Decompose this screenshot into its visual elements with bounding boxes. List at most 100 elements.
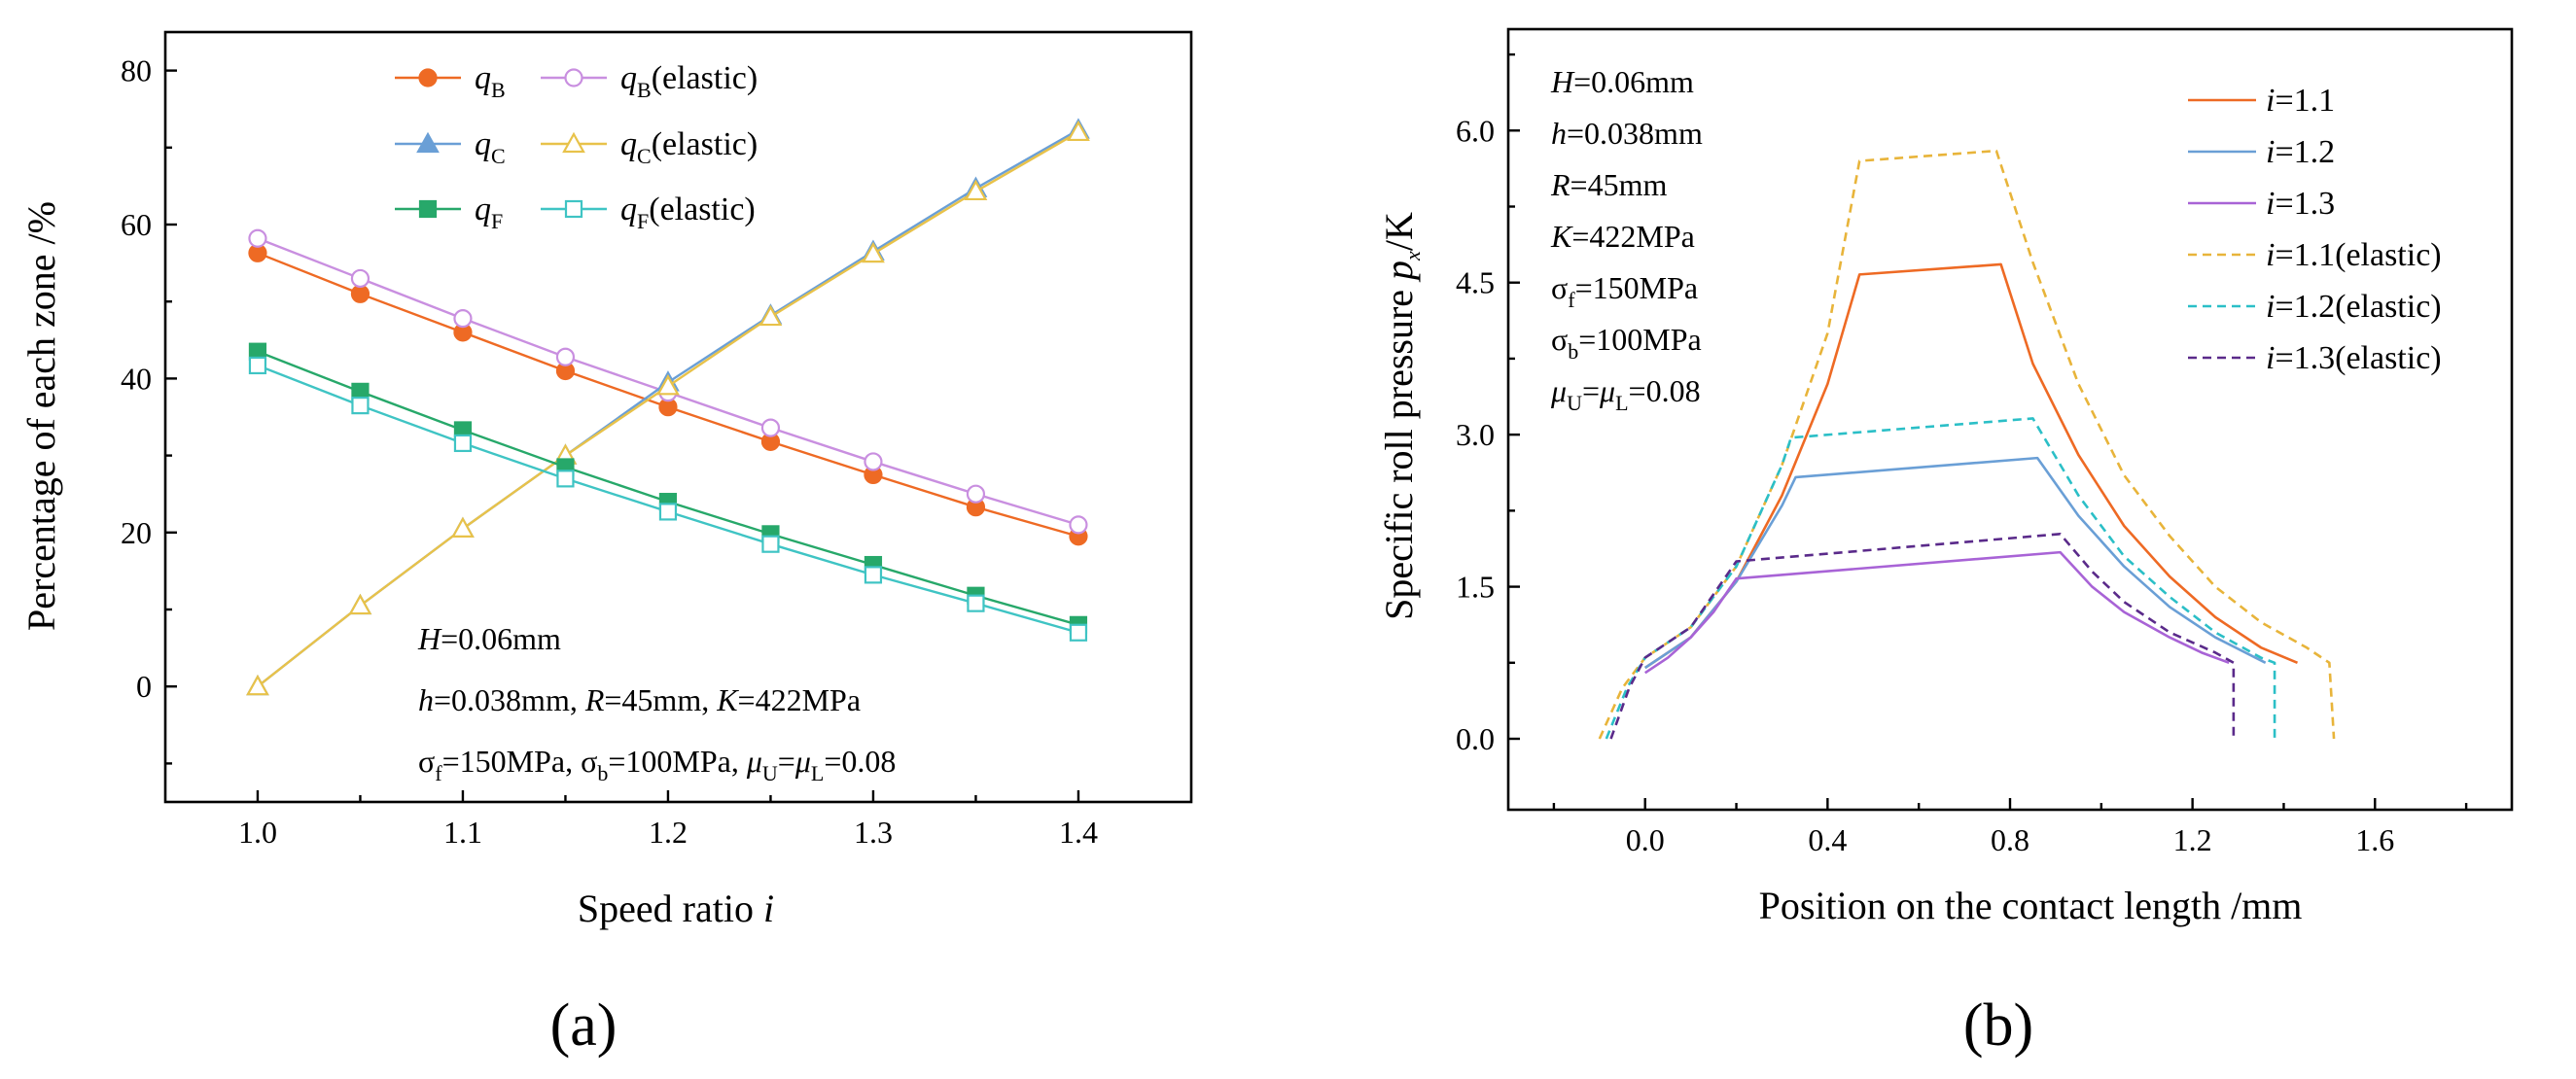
chart-b-annotation-line-part: =150MPa <box>1575 270 1699 305</box>
chart-a-plot-frame <box>163 30 1193 804</box>
chart-b-annotation-line: μU=μL=0.08 <box>1550 373 1701 415</box>
legend-sub: C <box>637 144 652 168</box>
legend-sub: B <box>637 78 652 102</box>
chart-a-annotation-line-part: h <box>418 682 434 717</box>
chart-a-data-point <box>350 268 371 289</box>
chart-a-y-tick-label: 80 <box>121 53 152 88</box>
chart-b-x-tick-label: 1.6 <box>2355 822 2394 857</box>
legend-rest: =1.3 <box>2275 186 2335 222</box>
chart-b-annotation-line-part: μ <box>1550 373 1567 408</box>
chart-a-data-point <box>248 228 267 248</box>
chart-a-annotation-line-part: K <box>716 682 739 717</box>
chart-a-data-point <box>759 304 783 327</box>
chart-a-legend-marker <box>416 131 440 154</box>
chart-b-series-group <box>1598 149 2336 740</box>
chart-a-legend-label: qB <box>475 60 506 102</box>
legend-sub: F <box>491 209 503 233</box>
chart-b-annotation-line-part: =100MPa <box>1578 322 1702 357</box>
chart-a-y-tick-label: 20 <box>121 515 152 550</box>
chart-b-annotation-line-part: =45mm <box>1570 167 1668 202</box>
legend-var: i <box>2266 186 2275 222</box>
legend-rest: =1.2(elastic) <box>2275 289 2441 325</box>
chart-a-data-point <box>246 674 269 696</box>
chart-a-data-point <box>1069 623 1088 642</box>
chart-b-y-tick-label: 1.5 <box>1456 570 1495 605</box>
legend-var: q <box>620 126 637 162</box>
chart-b-series-1-line <box>1644 262 2299 670</box>
chart-a-annotation-line-part: R <box>584 682 605 717</box>
chart-a-legend-marker <box>418 199 438 219</box>
legend-var: q <box>620 60 637 96</box>
chart-a-y-tick-label: 60 <box>121 207 152 242</box>
chart-a-legend-label: qC <box>475 126 506 168</box>
chart-a-legend-item: qB(elastic) <box>541 60 758 102</box>
legend-var: q <box>475 126 491 162</box>
chart-b-annotation-line-part: =0.06mm <box>1573 64 1694 99</box>
chart-a-legend-item: qC <box>395 126 506 168</box>
chart-a-annotation-line-part: =422MPa <box>738 682 862 717</box>
chart-a-annotation-line-part: =0.08 <box>824 744 896 779</box>
chart-b-annotation-line-part: U <box>1567 391 1582 415</box>
chart-a-legend: qB qB(elastic)qC qC(elastic)qF qF(elastic) <box>395 60 758 233</box>
chart-a-data-point <box>966 484 986 504</box>
chart-b-annotation-line-part: K <box>1550 219 1573 254</box>
chart-a-annotation-line: σf=150MPa, σb=100MPa, μU=μL=0.08 <box>418 744 896 785</box>
chart-b-annotation-line-part: = <box>1582 373 1600 408</box>
chart-a-data-point <box>350 284 371 303</box>
chart-b-legend-item: i=1.3(elastic) <box>2188 340 2442 376</box>
chart-a-annotation-line-part: =45mm, <box>604 682 717 717</box>
chart-b-legend-label: i=1.2 <box>2266 134 2335 170</box>
chart-b-y-tick-label: 4.5 <box>1456 265 1495 300</box>
legend-var: i <box>2266 134 2275 170</box>
legend-rest: =1.1 <box>2275 83 2335 119</box>
chart-a-legend-item: qC(elastic) <box>541 126 758 168</box>
chart-a-legend-label: qF(elastic) <box>620 191 756 233</box>
legend-sub: C <box>491 144 506 168</box>
chart-b-x-tick-label: 0.0 <box>1626 822 1665 857</box>
chart-a-y-axis-label: Percentage of each zone /% <box>19 201 63 631</box>
chart-a-annotation-line-part: =0.038mm, <box>434 682 585 717</box>
legend-var: i <box>2266 237 2275 273</box>
chart-a-data-point <box>967 594 985 612</box>
chart-b-legend-label: i=1.3(elastic) <box>2266 340 2442 376</box>
chart-a-data-point <box>556 470 575 488</box>
chart-b-legend-item: i=1.1 <box>2188 83 2335 119</box>
chart-b-annotation-line-part: h <box>1551 116 1567 151</box>
legend-suffix: (elastic) <box>652 126 759 162</box>
chart-a-annotation-line-part: b <box>597 761 608 785</box>
legend-suffix: (elastic) <box>649 191 756 227</box>
chart-b-y-tick-label: 3.0 <box>1456 417 1495 452</box>
chart-a-data-point <box>864 452 883 471</box>
chart-a-y-tick-label: 40 <box>121 361 152 396</box>
legend-sub: F <box>637 209 649 233</box>
chart-a-data-point <box>760 418 781 437</box>
chart-a-legend-label: qC(elastic) <box>620 126 758 168</box>
chart-a-legend-item: qF <box>395 191 503 233</box>
chart-a-data-point <box>453 434 473 453</box>
chart-a-x-tick-label: 1.1 <box>443 815 482 850</box>
chart-a-legend-marker <box>564 199 583 219</box>
chart-a-legend-item: qB <box>395 60 506 102</box>
chart-a-annotation-line-part: U <box>762 761 778 785</box>
chart-a-data-point <box>348 593 372 615</box>
chart-a-data-point <box>451 516 475 538</box>
chart-b-annotation-line-part: σ <box>1551 322 1568 357</box>
chart-b-x-tick-label: 0.8 <box>1991 822 2029 857</box>
chart-a-annotation-line-part: μ <box>794 744 811 779</box>
chart-a-x-tick-label: 1.4 <box>1059 815 1098 850</box>
chart-b-legend-label: i=1.1(elastic) <box>2266 237 2442 273</box>
chart-b: 0.0 0.4 0.8 1.2 1.60.01.53.04.56.0 i=1.1i=1.… <box>1377 27 2514 1059</box>
chart-b-legend-item: i=1.2(elastic) <box>2188 289 2442 325</box>
chart-b-annotation-line: σf=150MPa <box>1551 270 1698 312</box>
chart-a-annotation-line-part: H <box>417 621 442 656</box>
chart-a-legend-label: qF <box>475 191 503 233</box>
chart-b-annotation-line-part: =422MPa <box>1571 219 1695 254</box>
chart-b-annotation-line: h=0.038mm <box>1551 116 1703 151</box>
chart-b-annotation-line-part: f <box>1568 288 1575 312</box>
chart-b-annotation-line-part: L <box>1615 391 1628 415</box>
chart-a-annotation-line-part: σ <box>418 744 435 779</box>
chart-b-legend-label: i=1.1 <box>2266 83 2335 119</box>
chart-b-series-6-line <box>1609 533 2236 740</box>
